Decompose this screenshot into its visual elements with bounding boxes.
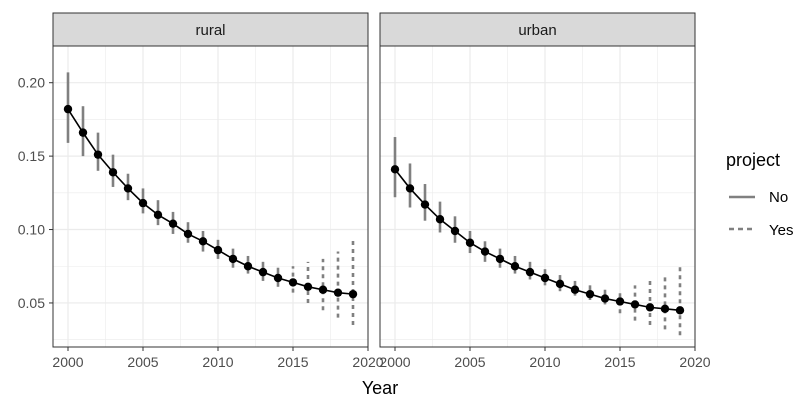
data-point [390,165,400,174]
panel-urban: urban [379,12,696,348]
data-point [138,198,148,208]
data-point [288,278,298,287]
y-tick-label: 0.15 [18,148,45,164]
data-point [525,267,535,277]
y-tick-label: 0.10 [18,222,45,238]
data-point [570,285,580,294]
strip-urban [379,12,696,47]
data-point [645,303,655,312]
x-tick-label: 2020 [679,354,710,370]
legend-label-no: No [769,189,788,206]
data-point [198,237,208,246]
data-point [615,297,625,306]
data-point [183,229,193,239]
panel-background [380,46,695,347]
y-axis: 0.05 0.10 0.15 0.20 [18,75,53,311]
data-point [228,254,238,264]
data-point [420,200,430,209]
x-tick-label: 2010 [529,354,560,370]
strip-label: rural [195,22,225,39]
x-tick-label: 2000 [379,354,410,370]
data-point [78,128,88,137]
x-axis-title: Year [362,378,398,398]
data-point [435,215,445,224]
data-point [318,285,328,294]
data-point [675,306,685,315]
x-tick-label: 2015 [277,354,308,370]
data-point [630,300,640,309]
panel-rural: rural [52,12,369,348]
data-point [213,245,223,255]
panels-layer: rural urban [52,12,696,348]
data-point [273,273,283,283]
data-point [555,279,565,289]
data-point [450,226,460,236]
data-point [465,238,475,247]
data-point [600,294,610,303]
data-point [303,282,313,291]
strip-label: urban [518,22,556,39]
x-tick-label: 2005 [454,354,485,370]
panel-background [53,46,368,347]
data-point [108,168,118,177]
x-tick-label: 2005 [127,354,158,370]
y-tick-label: 0.05 [18,295,45,311]
data-point [333,288,343,297]
data-point [93,150,103,159]
legend-label-yes: Yes [769,222,793,239]
data-point [495,254,505,264]
x-tick-label: 2015 [604,354,635,370]
data-point [63,104,73,114]
data-point [153,210,163,220]
data-point [405,184,415,193]
data-point [243,262,253,271]
data-point [258,267,268,277]
data-point [540,273,550,283]
x-tick-label: 2000 [52,354,83,370]
legend: project No Yes [726,150,793,239]
y-tick-label: 0.20 [18,75,45,91]
data-point [660,304,670,314]
x-tick-label: 2010 [202,354,233,370]
strip-rural [52,12,369,47]
data-point [510,262,520,271]
x-tick-label: 2020 [352,354,383,370]
data-point [123,184,133,193]
data-point [480,247,490,256]
data-point [348,289,358,299]
data-point [168,219,178,228]
legend-title: project [726,150,780,170]
data-point [585,289,595,299]
